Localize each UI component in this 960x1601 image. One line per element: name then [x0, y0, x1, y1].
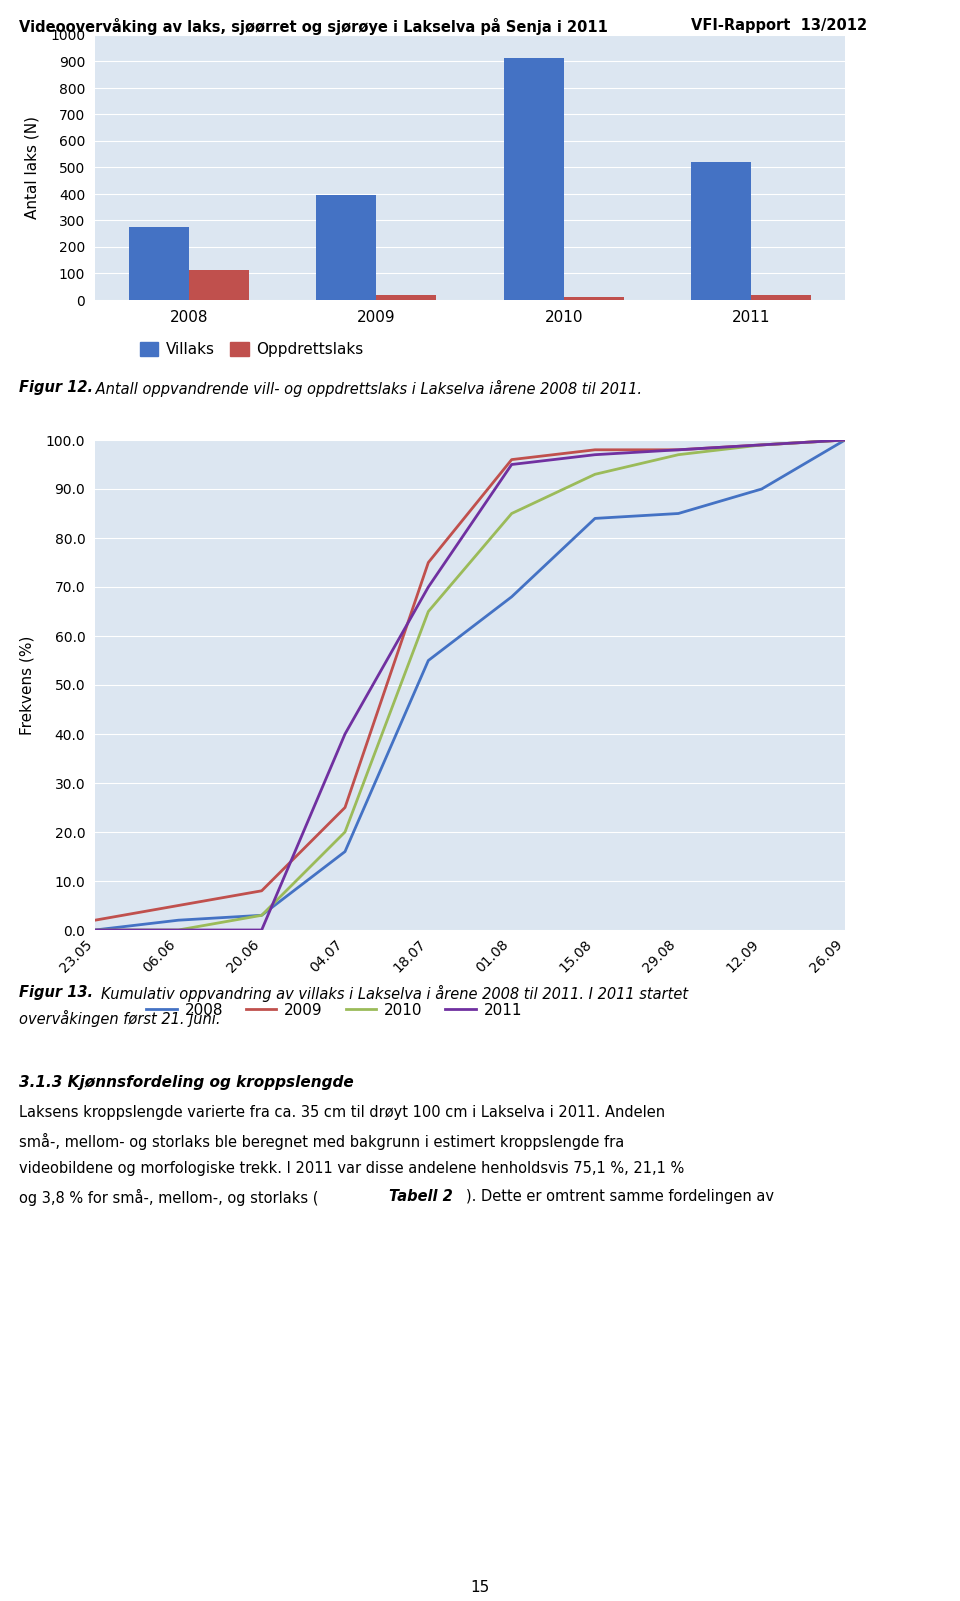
Bar [564, 298, 624, 299]
Text: Videoovervåking av laks, sjøørret og sjørøye i Lakselva på Senja i 2011: Videoovervåking av laks, sjøørret og sjø… [19, 18, 608, 35]
Text: 15: 15 [470, 1580, 490, 1595]
Text: Figur 13.: Figur 13. [19, 985, 93, 1001]
Text: overvåkingen først 21. juni.: overvåkingen først 21. juni. [19, 1010, 221, 1026]
Y-axis label: Frekvens (%): Frekvens (%) [19, 636, 35, 735]
Text: Kumulativ oppvandring av villaks i Lakselva i årene 2008 til 2011. I 2011 starte: Kumulativ oppvandring av villaks i Lakse… [101, 985, 688, 1002]
Bar [691, 162, 751, 299]
Text: Laksens kroppslengde varierte fra ca. 35 cm til drøyt 100 cm i Lakselva i 2011. : Laksens kroppslengde varierte fra ca. 35… [19, 1105, 665, 1121]
Text: 3.1.3 Kjønnsfordeling og kroppslengde: 3.1.3 Kjønnsfordeling og kroppslengde [19, 1074, 354, 1090]
Text: ). Dette er omtrent samme fordelingen av: ). Dette er omtrent samme fordelingen av [466, 1190, 774, 1204]
Bar [504, 58, 564, 299]
Legend: Villaks, Oppdrettslaks: Villaks, Oppdrettslaks [140, 343, 364, 357]
Text: små-, mellom- og storlaks ble beregnet med bakgrunn i estimert kroppslengde fra: små-, mellom- og storlaks ble beregnet m… [19, 1134, 624, 1150]
Text: Tabell 2: Tabell 2 [389, 1190, 452, 1204]
Text: VFI-Rapport  13/2012: VFI-Rapport 13/2012 [691, 18, 867, 34]
Bar [317, 195, 376, 299]
Bar [129, 227, 189, 299]
Text: videobildene og morfologiske trekk. I 2011 var disse andelene henholdsvis 75,1 %: videobildene og morfologiske trekk. I 20… [19, 1161, 684, 1177]
Legend: 2008, 2009, 2010, 2011: 2008, 2009, 2010, 2011 [140, 996, 528, 1023]
Bar [751, 295, 811, 299]
Bar [376, 295, 436, 299]
Text: Figur 12.: Figur 12. [19, 379, 93, 395]
Text: Antall oppvandrende vill- og oppdrettslaks i Lakselva iårene 2008 til 2011.: Antall oppvandrende vill- og oppdrettsla… [91, 379, 642, 397]
Text: og 3,8 % for små-, mellom-, og storlaks (: og 3,8 % for små-, mellom-, og storlaks … [19, 1190, 319, 1206]
Y-axis label: Antal laks (N): Antal laks (N) [24, 115, 39, 219]
Bar [189, 269, 249, 299]
